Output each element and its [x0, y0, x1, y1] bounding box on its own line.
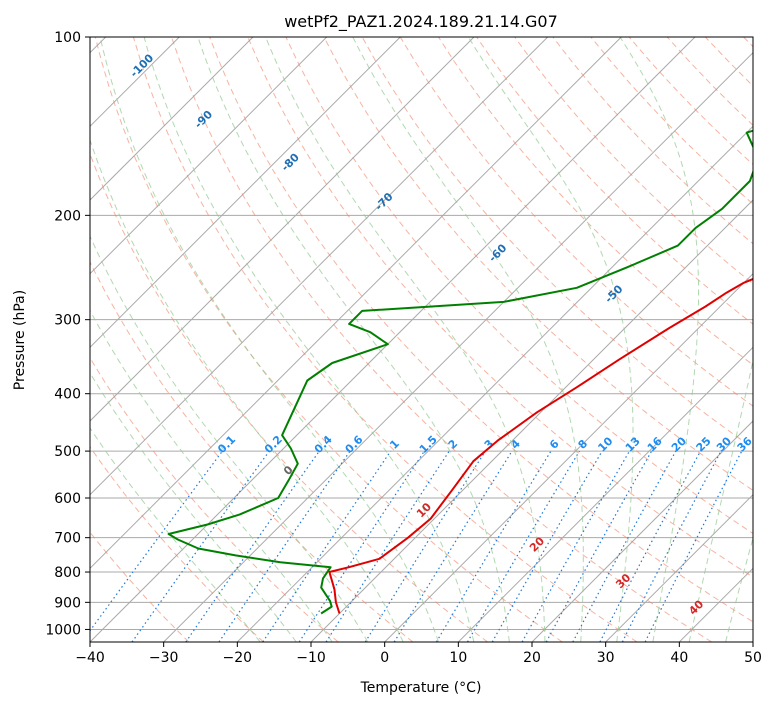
mixing-ratio-line	[466, 450, 580, 642]
dry-adiabat-line	[285, 37, 753, 535]
mixing-ratio-line	[185, 450, 320, 642]
plot-area: -100-90-80-70-60-50-40-30-20-10010203040…	[90, 37, 753, 642]
dry-adiabat-line	[476, 37, 753, 325]
dry-adiabat-line	[323, 37, 753, 491]
mixing-ratio-line	[364, 450, 486, 642]
isotherm-line	[90, 37, 401, 349]
y-tick-label: 300	[54, 313, 81, 329]
x-tick-label: −20	[223, 650, 253, 666]
mixing-ratio-line	[325, 450, 450, 642]
mixing-ratio-line	[599, 450, 702, 642]
isotherm-line	[90, 37, 696, 642]
mixing-ratio-line	[572, 450, 677, 642]
dry-adiabat-line	[132, 37, 638, 642]
y-tick-label: 500	[54, 444, 81, 460]
moist-adiabat-line	[90, 371, 297, 642]
y-tick-label: 600	[54, 491, 81, 507]
dry-adiabat-line	[209, 37, 753, 623]
y-tick-label: 400	[54, 387, 81, 403]
moist-adiabat-line	[352, 37, 584, 642]
moist-adiabat-line	[90, 309, 333, 642]
x-axis-label: Temperature (°C)	[360, 680, 482, 696]
dewpoint-profile-line	[167, 129, 753, 615]
mixing-ratio-line	[435, 450, 552, 642]
moist-adiabat-line	[90, 138, 404, 642]
x-tick-label: −40	[75, 650, 105, 666]
isotherm-line	[605, 493, 753, 642]
moist-adiabat-lines	[90, 37, 753, 642]
moist-adiabat-line	[725, 536, 753, 642]
dry-adiabat-line	[94, 37, 563, 642]
isotherm-line	[531, 420, 753, 642]
mixing-ratio-lines	[90, 450, 743, 642]
y-tick-label: 900	[54, 595, 81, 611]
x-tick-label: 50	[744, 650, 762, 666]
x-tick-label: 30	[597, 650, 615, 666]
x-axis-ticks: −40 −30 −20 −10 0 10 20 30 40 50	[75, 642, 762, 666]
moist-adiabat-line	[90, 235, 369, 642]
x-tick-label: −10	[296, 650, 326, 666]
x-tick-label: 10	[449, 650, 467, 666]
y-axis-ticks: 100 200 300 400 500 600 700 800 900 1000	[45, 30, 90, 638]
y-tick-label: 800	[54, 565, 81, 581]
isotherm-line	[457, 346, 753, 642]
isotherm-line	[90, 37, 549, 496]
moist-adiabat-line	[90, 427, 261, 642]
y-tick-label: 100	[54, 30, 81, 46]
plot-frame	[89, 36, 754, 643]
chart-title: wetPf2_PAZ1.2024.189.21.14.G07	[284, 12, 558, 32]
moist-adiabat-line	[265, 37, 546, 642]
y-tick-label: 1000	[45, 622, 81, 638]
x-tick-label: 40	[670, 650, 688, 666]
y-axis-label: Pressure (hPa)	[12, 290, 28, 390]
isotherm-line	[90, 37, 475, 422]
dry-adiabat-line	[171, 37, 712, 642]
moist-adiabat-line	[619, 37, 699, 642]
mixing-ratio-line	[298, 450, 425, 642]
temperature-profile-line	[328, 277, 753, 614]
moist-adiabat-line	[197, 37, 510, 642]
mixing-ratio-line	[262, 450, 392, 642]
x-tick-label: −30	[149, 650, 179, 666]
mixing-ratio-line	[393, 450, 513, 642]
x-tick-label: 20	[523, 650, 541, 666]
moist-adiabat-line	[99, 37, 439, 642]
mixing-ratio-line	[218, 450, 351, 642]
series-lines	[167, 129, 753, 615]
y-tick-label: 700	[54, 531, 81, 547]
x-tick-label: 0	[380, 650, 389, 666]
isobar-gridlines	[90, 37, 753, 630]
isotherm-line	[384, 272, 753, 642]
isotherm-line	[90, 37, 254, 201]
isotherm-line	[163, 51, 753, 642]
moist-adiabat-line	[688, 358, 753, 642]
isotherm-line	[90, 37, 622, 570]
dry-adiabat-line	[90, 446, 264, 642]
isotherm-line	[90, 37, 328, 275]
y-tick-label: 200	[54, 208, 81, 224]
moist-adiabat-line	[143, 37, 475, 642]
dry-adiabat-line	[90, 260, 414, 642]
dry-adiabat-line	[247, 37, 753, 578]
skewed-isotherm-lines	[90, 37, 753, 642]
isotherm-line	[236, 125, 753, 642]
